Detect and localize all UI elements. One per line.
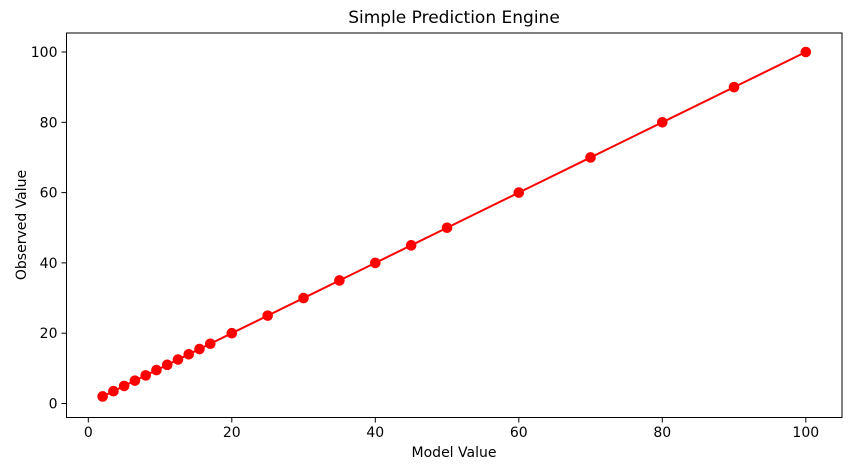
data-point [183,348,195,360]
data-point [370,257,381,269]
x-tick-label: 80 [653,425,671,441]
x-tick-label: 60 [510,425,528,441]
data-point [108,385,119,397]
data-series [97,46,812,402]
x-tick-label: 40 [366,425,384,441]
y-axis-ticks: 0 20 40 60 80 100 [31,45,67,413]
y-tick-label: 60 [40,186,58,202]
plot-border [66,32,843,418]
data-point [800,46,812,58]
x-tick-label: 0 [84,425,93,441]
data-point [513,187,525,198]
x-tick-label: 20 [223,425,241,441]
data-point [151,364,162,376]
data-point [728,81,740,93]
data-point [140,370,151,381]
data-point [161,359,173,371]
y-axis-label: Observed Value [14,170,30,280]
data-point [226,327,238,339]
data-point [298,292,309,304]
data-point [405,240,417,251]
data-point [585,152,596,163]
y-tick-label: 0 [49,397,58,413]
data-point [118,380,130,392]
x-axis-ticks: 0 20 40 60 80 100 [84,417,819,441]
y-tick-label: 100 [31,45,58,61]
data-point [97,391,108,402]
data-point [262,310,273,321]
data-point [204,338,216,350]
data-point [129,375,141,386]
x-axis-label: Model Value [412,445,497,461]
data-point [172,354,184,365]
chart-title: Simple Prediction Engine [348,8,560,28]
y-tick-label: 80 [40,115,58,131]
y-tick-label: 40 [40,256,58,272]
data-point [334,275,345,286]
data-point [657,117,668,128]
y-tick-label: 20 [40,326,58,342]
data-point [441,222,453,234]
x-tick-label: 100 [792,425,819,441]
data-point [194,343,205,355]
